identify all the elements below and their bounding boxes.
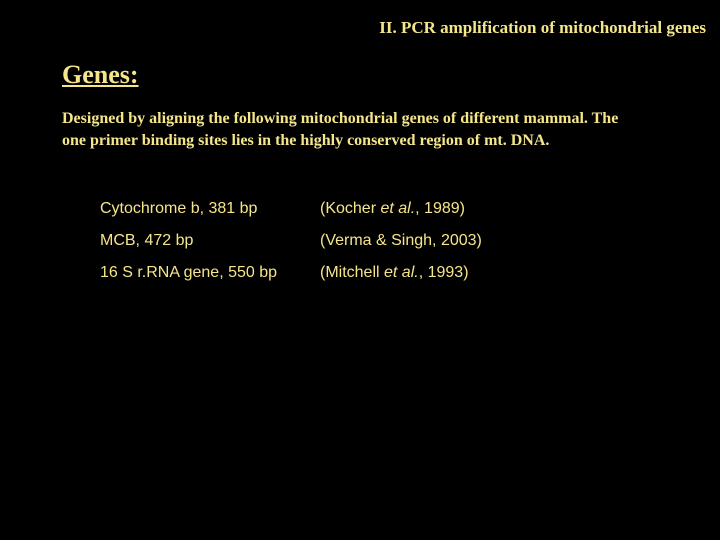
ref-etal: et al. [380,200,415,217]
ref-pre: (Kocher [320,200,380,217]
ref-post: , 1989) [415,200,465,217]
ref-etal: et al. [384,264,419,281]
slide-title: II. PCR amplification of mitochondrial g… [379,18,706,38]
section-heading: Genes: [62,60,139,90]
gene-row: MCB, 472 bp (Verma & Singh, 2003) [100,232,482,250]
gene-reference: (Kocher et al., 1989) [320,200,465,218]
gene-reference: (Verma & Singh, 2003) [320,232,482,250]
gene-name: MCB, 472 bp [100,232,320,250]
ref-pre: (Verma & Singh, 2003) [320,232,482,249]
ref-pre: (Mitchell [320,264,384,281]
gene-row: Cytochrome b, 381 bp (Kocher et al., 198… [100,200,482,218]
gene-list: Cytochrome b, 381 bp (Kocher et al., 198… [100,200,482,296]
gene-name: 16 S r.RNA gene, 550 bp [100,264,320,282]
ref-post: , 1993) [419,264,469,281]
gene-row: 16 S r.RNA gene, 550 bp (Mitchell et al.… [100,264,482,282]
description-text: Designed by aligning the following mitoc… [62,108,622,151]
gene-reference: (Mitchell et al., 1993) [320,264,469,282]
gene-name: Cytochrome b, 381 bp [100,200,320,218]
